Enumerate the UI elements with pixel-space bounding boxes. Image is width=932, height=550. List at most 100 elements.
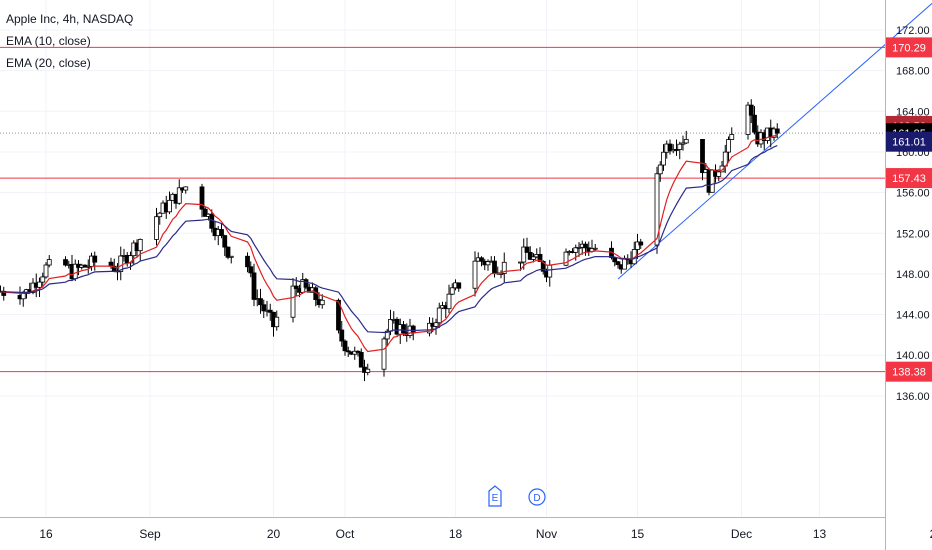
candle-body[interactable] — [274, 316, 280, 328]
candle-body[interactable] — [43, 264, 49, 278]
candle-body[interactable] — [336, 299, 341, 331]
earnings-marker[interactable] — [488, 485, 502, 507]
candle-body[interactable] — [248, 266, 254, 274]
candle-body[interactable] — [219, 229, 224, 236]
candle-body[interactable] — [677, 143, 683, 150]
candle-body[interactable] — [683, 139, 689, 144]
candle-body[interactable] — [251, 272, 257, 300]
candle-body[interactable] — [37, 281, 42, 288]
candle-body[interactable] — [118, 255, 124, 272]
candle-body[interactable] — [63, 259, 68, 266]
candle-body[interactable] — [433, 322, 439, 327]
candle-body[interactable] — [20, 293, 26, 300]
candle-body[interactable] — [748, 104, 754, 116]
dividend-marker[interactable] — [528, 488, 546, 506]
candle-body[interactable] — [615, 261, 621, 266]
candle-body[interactable] — [222, 235, 228, 248]
candle-body[interactable] — [199, 186, 205, 210]
candle-body[interactable] — [667, 143, 673, 152]
candle-body[interactable] — [381, 338, 387, 370]
candle-body[interactable] — [365, 368, 371, 373]
candle-body[interactable] — [531, 256, 536, 260]
candle-body[interactable] — [537, 254, 543, 262]
candle-body[interactable] — [622, 258, 627, 270]
candle-body[interactable] — [157, 212, 163, 218]
candle-body[interactable] — [518, 261, 523, 264]
candle-body[interactable] — [479, 257, 484, 262]
candle-body[interactable] — [573, 247, 579, 253]
candle-body[interactable] — [680, 142, 686, 145]
candle-body[interactable] — [547, 264, 553, 278]
candle-body[interactable] — [388, 319, 393, 332]
candle-body[interactable] — [700, 139, 705, 174]
candle-body[interactable] — [176, 187, 182, 204]
candle-body[interactable] — [583, 243, 588, 249]
candle-body[interactable] — [612, 257, 618, 263]
candle-body[interactable] — [342, 340, 348, 352]
candle-body[interactable] — [384, 330, 390, 340]
candle-body[interactable] — [563, 251, 569, 266]
candle-body[interactable] — [183, 186, 189, 191]
candle-body[interactable] — [726, 139, 731, 153]
candle-body[interactable] — [674, 149, 679, 151]
candle-body[interactable] — [638, 241, 644, 246]
candle-body[interactable] — [290, 285, 296, 318]
trendline[interactable] — [617, 0, 932, 280]
candle-body[interactable] — [40, 276, 46, 283]
candle-body[interactable] — [355, 350, 361, 353]
candle-body[interactable] — [85, 265, 91, 268]
candle-body[interactable] — [501, 261, 507, 274]
ema-20-legend[interactable]: EMA (20, close) — [6, 56, 91, 70]
candle-body[interactable] — [635, 241, 640, 250]
candle-body[interactable] — [258, 298, 263, 306]
candle-body[interactable] — [137, 239, 143, 252]
candle-body[interactable] — [401, 324, 406, 334]
candle-body[interactable] — [319, 299, 325, 306]
candle-body[interactable] — [46, 259, 52, 266]
candle-body[interactable] — [446, 293, 452, 310]
candle-body[interactable] — [654, 173, 660, 246]
candle-body[interactable] — [228, 255, 234, 258]
candle-body[interactable] — [358, 352, 364, 368]
candle-body[interactable] — [657, 164, 663, 175]
ema-10-legend[interactable]: EMA (10, close) — [6, 34, 91, 48]
candle-body[interactable] — [527, 252, 533, 260]
candle-body[interactable] — [492, 260, 497, 274]
candle-body[interactable] — [225, 246, 231, 258]
candle-body[interactable] — [30, 282, 36, 293]
candle-body[interactable] — [410, 325, 416, 334]
candle-body[interactable] — [592, 247, 598, 250]
horizontal-levels[interactable] — [0, 46, 886, 373]
candle-body[interactable] — [245, 255, 250, 268]
candle-body[interactable] — [154, 216, 159, 240]
candle-body[interactable] — [293, 285, 299, 289]
candle-body[interactable] — [456, 282, 462, 289]
candle-body[interactable] — [436, 307, 442, 324]
candle-body[interactable] — [345, 350, 351, 353]
candle-body[interactable] — [524, 246, 530, 253]
candle-body[interactable] — [752, 114, 757, 133]
candle-body[interactable] — [540, 261, 546, 272]
candle-body[interactable] — [661, 151, 666, 166]
time-axis[interactable]: 16 Sep 20 Oct 18 Nov 15 Dec 13 2022 — [39, 527, 932, 541]
candle-body[interactable] — [716, 171, 722, 177]
candle-body[interactable] — [167, 199, 172, 213]
candle-body[interactable] — [303, 279, 309, 288]
candle-body[interactable] — [729, 134, 735, 140]
candle-body[interactable] — [745, 104, 751, 135]
candle-body[interactable] — [202, 208, 208, 217]
candles[interactable] — [0, 99, 780, 382]
candle-body[interactable] — [261, 304, 267, 312]
candle-body[interactable] — [774, 128, 780, 134]
candle-body[interactable] — [92, 255, 98, 263]
candle-body[interactable] — [427, 322, 432, 334]
candle-body[interactable] — [339, 329, 345, 342]
candle-body[interactable] — [576, 246, 582, 249]
price-axis[interactable]: 172.00168.00164.00160.00156.00152.00148.… — [896, 25, 930, 403]
candle-body[interactable] — [267, 309, 273, 313]
candle-body[interactable] — [521, 246, 527, 263]
candle-body[interactable] — [485, 261, 491, 266]
candle-body[interactable] — [449, 287, 455, 295]
